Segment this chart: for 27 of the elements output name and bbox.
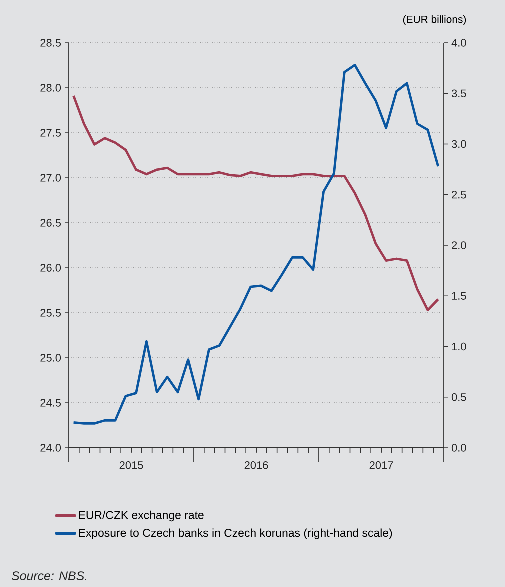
y2-tick-label: 0.0 bbox=[452, 444, 466, 452]
y-tick-label: 24.5 bbox=[40, 399, 62, 407]
y2-tick-label: 0.5 bbox=[452, 394, 466, 402]
y-tick-label: 27.0 bbox=[40, 174, 62, 182]
y2-tick-label: 1.5 bbox=[452, 292, 466, 300]
y2-tick-label: 1.0 bbox=[452, 342, 466, 351]
y-tick-label: 28.0 bbox=[40, 84, 62, 92]
y-tick-label: 24.0 bbox=[40, 444, 62, 452]
y2-axis-title: (EUR billions) bbox=[403, 16, 466, 26]
y2-tick-label: 3.5 bbox=[452, 90, 466, 98]
y-tick-label: 28.5 bbox=[40, 39, 62, 47]
y2-tick-label: 2.0 bbox=[452, 242, 466, 250]
y-tick-label: 26.0 bbox=[40, 264, 62, 272]
line-series bbox=[72, 64, 440, 425]
x-tick-label: 2017 bbox=[370, 462, 394, 470]
y-tick-label: 25.5 bbox=[40, 309, 62, 317]
y-tick-label: 26.5 bbox=[40, 219, 62, 227]
source-note: Source: NBS. bbox=[12, 572, 87, 580]
y2-tick-label: 2.5 bbox=[452, 191, 466, 199]
y-tick-label: 27.5 bbox=[40, 129, 62, 137]
y-tick-label: 25.0 bbox=[40, 354, 62, 362]
y2-tick-label: 3.0 bbox=[452, 140, 466, 148]
x-tick-label: 2015 bbox=[120, 462, 144, 470]
y2-tick-label: 4.0 bbox=[452, 39, 466, 47]
x-tick-label: 2016 bbox=[244, 462, 268, 470]
legend-label: EUR/CZK exchange rate bbox=[79, 510, 204, 522]
legend-label: Exposure to Czech banks in Czech korunas (right-hand scale) bbox=[79, 528, 392, 540]
